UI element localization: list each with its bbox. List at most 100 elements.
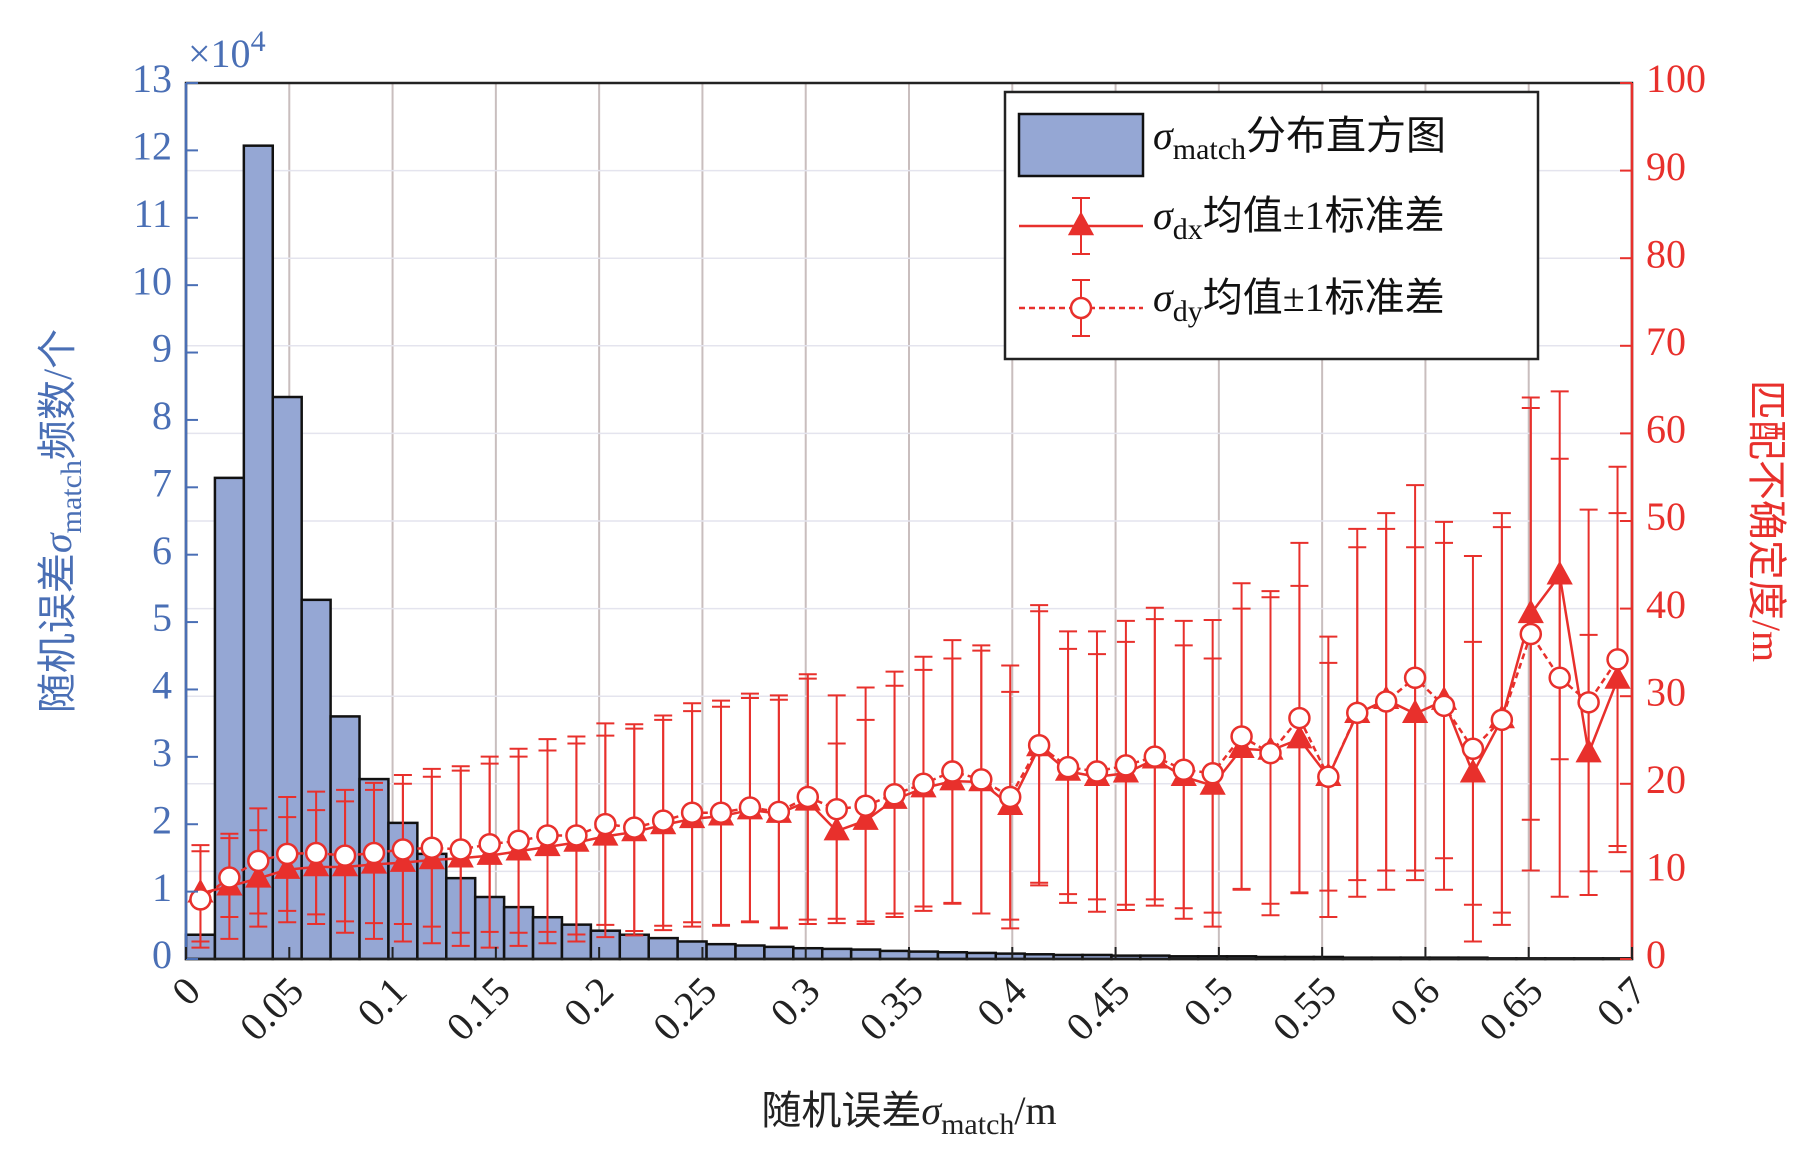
x-tick-label: 0.4 [968,968,1035,1035]
point [1432,694,1456,718]
point [767,800,791,824]
text-part: match [1173,133,1246,166]
legend-label: σdx均值±1标准差 [1153,193,1445,246]
y-tick-label: 2 [152,797,172,842]
y2-tick-label: 30 [1646,669,1686,714]
y-tick-label: 7 [152,460,172,505]
y-axis-label: 随机误差σmatch频数/个 [35,329,88,713]
point [1519,622,1543,646]
y2-tick-label: 20 [1646,757,1686,802]
point [304,841,328,865]
text-part: match [55,460,88,533]
x-tick-label: 0.2 [555,968,622,1035]
y2-tick-label: 10 [1646,845,1686,890]
bar [734,944,766,961]
bar [647,936,679,961]
legend-label: σdy均值±1标准差 [1153,275,1445,328]
point [680,801,704,824]
point [1577,691,1600,714]
bar [792,946,824,961]
text-part: 均值±1标准差 [1203,193,1445,238]
text-part: dy [1173,295,1203,328]
y-tick-label: 0 [152,932,172,977]
bar [705,942,737,961]
y2-tick-label: 0 [1646,932,1666,977]
y-tick-label: 6 [152,528,172,573]
y-tick-label: 5 [152,595,172,640]
y2-tick-label: 80 [1646,231,1686,276]
y2-tick-label: 90 [1646,144,1686,189]
y-tick-label: 3 [152,730,172,775]
text-part: match [941,1108,1014,1141]
point [796,785,820,809]
legend-marker [1069,296,1093,320]
x-tick-label: 0.05 [231,968,312,1049]
y2-tick-label: 40 [1646,582,1686,627]
x-tick-label: 0.35 [851,968,932,1049]
point [565,824,588,847]
point [247,849,270,873]
y-tick-label: 10 [132,258,172,303]
text-part: 随机误差 [761,1088,921,1133]
point [1172,758,1195,782]
bar [618,933,650,961]
y2-tick-label: 50 [1646,494,1686,539]
text-part: σ [1153,193,1174,238]
point [1317,765,1340,789]
point [1288,706,1311,730]
point [1143,745,1167,768]
y-tick-label: 9 [152,326,172,371]
point [218,866,241,889]
point [1461,737,1485,761]
point [1201,762,1224,785]
point [1230,725,1253,748]
y2-axis-label: 匹配不确定度/m [1744,380,1789,662]
legend-swatch [1017,112,1145,178]
x-tick-label: 0.65 [1470,968,1551,1049]
point [1606,648,1629,671]
point [1490,708,1514,732]
point [507,829,530,852]
y-tick-label: 12 [132,124,172,169]
text-part: 频数/个 [35,329,80,460]
point [1374,690,1398,713]
y-tick-label: 4 [152,663,172,708]
text-part: dx [1173,213,1203,246]
point [1085,760,1109,783]
point [275,842,299,866]
y-tick-label: 1 [152,865,172,910]
text-part: ×10 [188,31,251,76]
text-part: /m [1014,1088,1056,1133]
text-part: σ [35,532,80,553]
bar [849,948,882,961]
text-part: 分布直方图 [1246,113,1446,158]
point [709,801,733,824]
point [1114,754,1138,777]
x-tick-label: 0.15 [437,968,518,1049]
point [1403,666,1427,690]
text-part: 随机误差 [35,553,80,713]
x-tick-label: 0.6 [1381,968,1448,1035]
point [912,772,935,796]
point [478,832,501,856]
point [594,812,617,836]
x-tick-label: 0.3 [761,968,828,1035]
point [1548,666,1571,690]
legend-marker [1067,211,1095,236]
x-tick-label: 0 [163,968,209,1014]
bar [763,945,795,961]
text-part: 均值±1标准差 [1203,275,1445,320]
point [1259,741,1282,765]
y-multiplier: ×104 [188,25,266,76]
text-part: σ [921,1088,942,1133]
x-axis-label: 随机误差σmatch/m [761,1088,1056,1141]
point [738,796,762,819]
point [998,785,1022,809]
point [970,768,993,791]
legend-label: σmatch分布直方图 [1153,113,1446,166]
x-tick-label: 0.5 [1175,968,1242,1035]
x-tick-label: 0.55 [1264,968,1345,1049]
point [536,824,559,847]
